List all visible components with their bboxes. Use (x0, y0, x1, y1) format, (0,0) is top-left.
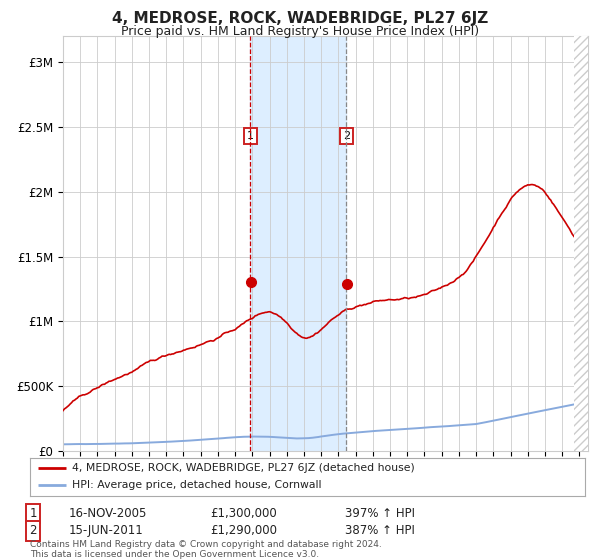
Text: 2: 2 (343, 131, 350, 141)
Text: 4, MEDROSE, ROCK, WADEBRIDGE, PL27 6JZ (detached house): 4, MEDROSE, ROCK, WADEBRIDGE, PL27 6JZ (… (71, 463, 415, 473)
Text: 2: 2 (29, 524, 37, 538)
Bar (250, 36, 346, 451)
Text: Price paid vs. HM Land Registry's House Price Index (HPI): Price paid vs. HM Land Registry's House … (121, 25, 479, 38)
Text: £1,290,000: £1,290,000 (210, 524, 277, 538)
Text: 15-JUN-2011: 15-JUN-2011 (69, 524, 144, 538)
Text: Contains HM Land Registry data © Crown copyright and database right 2024.
This d: Contains HM Land Registry data © Crown c… (30, 540, 382, 559)
Text: 1: 1 (29, 507, 37, 520)
Text: 1: 1 (247, 131, 254, 141)
Text: £1,300,000: £1,300,000 (210, 507, 277, 520)
Text: HPI: Average price, detached house, Cornwall: HPI: Average price, detached house, Corn… (71, 480, 321, 491)
Polygon shape (574, 36, 588, 451)
Text: 16-NOV-2005: 16-NOV-2005 (69, 507, 148, 520)
Text: 4, MEDROSE, ROCK, WADEBRIDGE, PL27 6JZ: 4, MEDROSE, ROCK, WADEBRIDGE, PL27 6JZ (112, 11, 488, 26)
Text: 387% ↑ HPI: 387% ↑ HPI (345, 524, 415, 538)
Text: 397% ↑ HPI: 397% ↑ HPI (345, 507, 415, 520)
